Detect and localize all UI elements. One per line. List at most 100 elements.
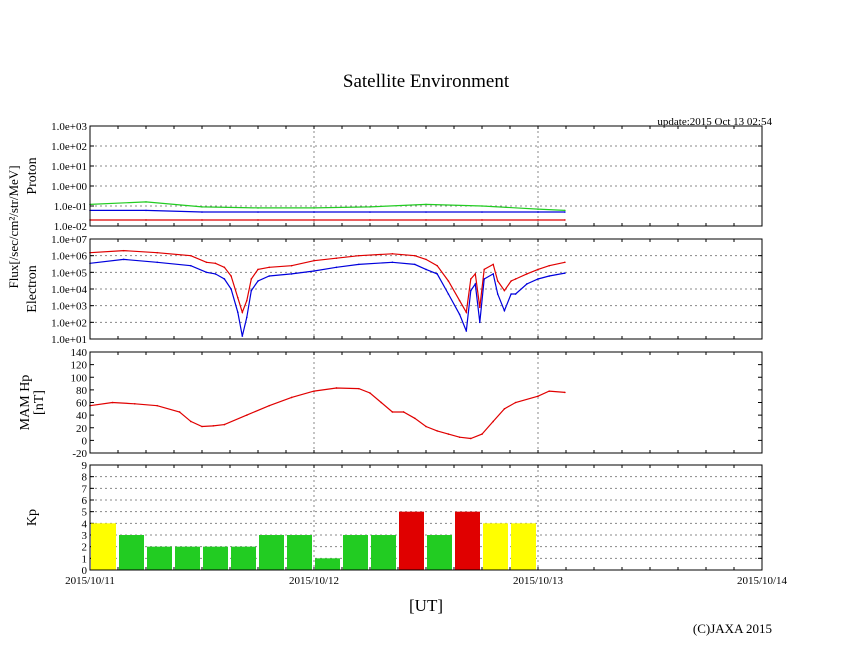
data-point xyxy=(564,391,566,394)
data-point xyxy=(358,263,360,266)
data-point xyxy=(564,272,566,274)
data-point xyxy=(156,404,158,407)
data-point xyxy=(470,437,472,440)
data-point xyxy=(250,289,253,292)
data-point xyxy=(402,411,405,413)
data-point xyxy=(145,209,147,212)
y-axis-label: [nT] xyxy=(32,390,47,415)
y-tick-label: 4 xyxy=(82,518,88,530)
kp-bar xyxy=(343,535,368,570)
kp-bar xyxy=(483,523,508,570)
data-point xyxy=(425,219,427,221)
data-point xyxy=(537,219,539,221)
y-tick-label: 1.0e+03 xyxy=(51,121,87,133)
data-point xyxy=(246,414,248,416)
panel-proton: 1.0e-02 1.0e-01 1.0e+00 1.0e+01 1.0e+02 1.0e+… xyxy=(25,121,763,233)
series-line-blue xyxy=(89,258,566,337)
kp-bar xyxy=(399,511,424,570)
y-tick-label: 140 xyxy=(71,347,88,359)
data-point xyxy=(257,280,259,282)
data-point xyxy=(478,321,481,324)
panel-frame xyxy=(89,238,763,340)
data-point xyxy=(257,211,259,213)
kp-bar xyxy=(315,558,340,570)
y-tick-label: 1.0e+00 xyxy=(51,181,87,193)
data-point xyxy=(122,258,125,261)
kp-bar xyxy=(371,535,396,570)
data-point xyxy=(496,293,499,295)
x-tick-label: 2015/10/11 xyxy=(65,575,115,587)
data-point xyxy=(369,219,371,221)
update-timestamp: update:2015 Oct 13 02:54 xyxy=(657,116,772,128)
x-tick-label: 2015/10/12 xyxy=(289,575,339,587)
kp-bar xyxy=(259,535,284,570)
data-point xyxy=(414,417,416,420)
data-point xyxy=(380,401,383,404)
panel-frame xyxy=(89,351,763,454)
kp-bar xyxy=(287,535,312,570)
data-point xyxy=(470,278,472,280)
y-tick-label: 1.0e+05 xyxy=(51,267,87,279)
data-point xyxy=(201,219,203,221)
panels: 1.0e-021.0e-011.0e+001.0e+011.0e+021.0e+… xyxy=(18,121,788,587)
data-point xyxy=(492,420,495,423)
data-point xyxy=(514,401,517,404)
data-point xyxy=(313,207,315,209)
y-tick-label: 6 xyxy=(82,495,88,507)
data-point xyxy=(481,211,483,213)
data-point xyxy=(223,266,226,269)
data-point xyxy=(564,219,566,221)
data-point xyxy=(425,203,427,206)
kp-bar xyxy=(455,511,480,570)
data-point xyxy=(257,268,259,271)
data-point xyxy=(492,263,495,266)
data-point xyxy=(212,425,214,427)
data-point xyxy=(425,268,427,271)
data-point xyxy=(313,259,315,262)
series-line-red xyxy=(89,387,565,440)
kp-bar xyxy=(203,546,228,570)
data-point xyxy=(268,404,271,407)
y-tick-label: 9 xyxy=(82,460,88,472)
data-point xyxy=(537,395,539,397)
data-point xyxy=(190,420,192,423)
data-point xyxy=(290,273,293,275)
data-point xyxy=(205,261,208,264)
kp-bar xyxy=(91,523,116,570)
data-point xyxy=(145,201,147,203)
data-point xyxy=(414,254,416,257)
data-point xyxy=(250,278,253,280)
data-point xyxy=(335,257,338,260)
data-point xyxy=(257,219,259,221)
data-point xyxy=(564,211,566,213)
data-point xyxy=(178,411,181,413)
data-point xyxy=(481,219,483,221)
copyright: (C)JAXA 2015 xyxy=(693,621,772,636)
data-point xyxy=(526,283,528,285)
data-point xyxy=(230,288,232,290)
panel-frame xyxy=(89,125,763,227)
data-point xyxy=(483,278,486,280)
data-point xyxy=(514,278,517,280)
data-point xyxy=(290,396,293,399)
data-point xyxy=(223,278,226,280)
data-point xyxy=(391,261,394,264)
y-tick-label: 1.0e+02 xyxy=(51,141,87,153)
y-tick-label: 1.0e+04 xyxy=(51,284,87,296)
series-line-red xyxy=(89,249,566,315)
kp-bar xyxy=(511,523,536,570)
data-point xyxy=(564,261,566,264)
data-point xyxy=(425,258,427,261)
y-tick-label: 0 xyxy=(82,565,88,577)
data-point xyxy=(537,268,539,271)
data-point xyxy=(369,211,371,213)
data-point xyxy=(474,273,477,275)
data-point xyxy=(481,433,483,435)
data-point xyxy=(241,335,244,337)
x-tick-label: 2015/10/14 xyxy=(737,575,788,587)
data-point xyxy=(414,263,416,266)
data-point xyxy=(313,270,315,272)
data-point xyxy=(465,330,468,332)
kp-bar xyxy=(231,546,256,570)
